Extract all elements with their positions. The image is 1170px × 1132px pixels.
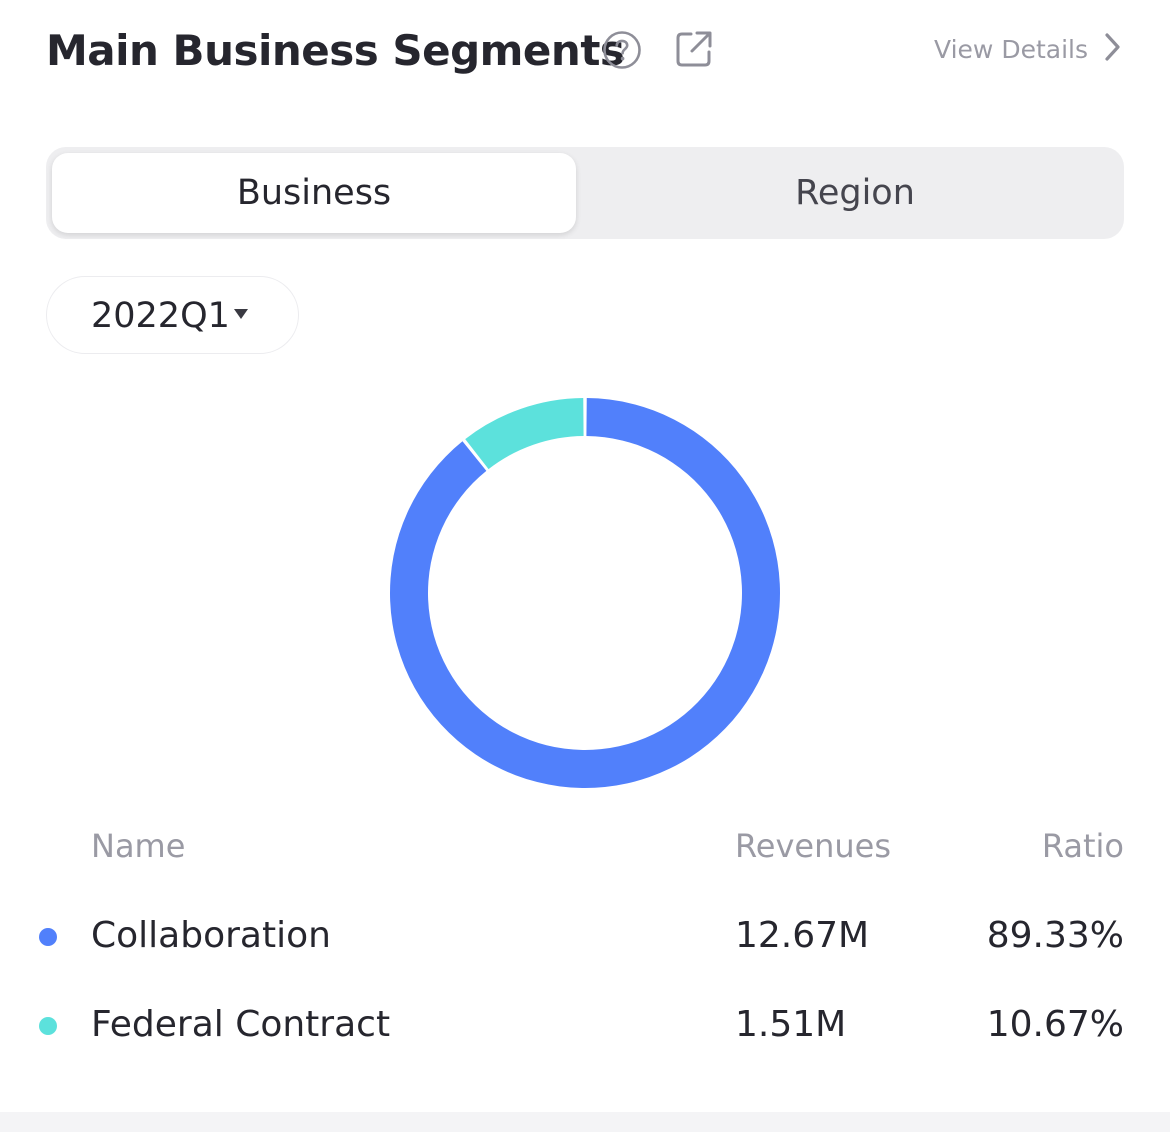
share-icon[interactable]	[674, 29, 714, 69]
segment-ratio: 89.33%	[986, 915, 1124, 956]
legend-dot	[39, 928, 57, 946]
segment-ratio: 10.67%	[986, 1004, 1124, 1045]
tab-business[interactable]: Business	[52, 153, 576, 233]
segment-revenue: 12.67M	[735, 915, 870, 956]
segment-revenue: 1.51M	[735, 1004, 847, 1045]
donut-slice-federal-contract	[465, 398, 584, 470]
donut-chart	[390, 398, 780, 788]
column-header-name: Name	[91, 827, 186, 865]
card-header: Main Business Segments View Details	[46, 24, 1124, 78]
caret-down-icon	[234, 309, 248, 319]
view-details-link[interactable]: View Details	[934, 35, 1088, 64]
column-header-ratio: Ratio	[1041, 827, 1124, 865]
tab-region[interactable]: Region	[795, 173, 915, 213]
table-row: Collaboration 12.67M 89.33%	[0, 906, 1170, 966]
legend-dot	[39, 1017, 57, 1035]
donut-slice-collaboration	[390, 398, 780, 788]
table-row: Federal Contract 1.51M 10.67%	[0, 995, 1170, 1055]
period-dropdown[interactable]: 2022Q1	[46, 276, 299, 354]
segment-name: Collaboration	[91, 915, 331, 956]
bottom-divider	[0, 1112, 1170, 1132]
segment-name: Federal Contract	[91, 1004, 391, 1045]
segment-tabs: Business Region	[46, 147, 1124, 239]
period-value: 2022Q1	[91, 296, 230, 336]
column-header-revenues: Revenues	[735, 827, 892, 865]
page-title: Main Business Segments	[46, 26, 625, 75]
chevron-right-icon[interactable]	[1102, 32, 1124, 62]
help-icon[interactable]	[602, 30, 642, 70]
